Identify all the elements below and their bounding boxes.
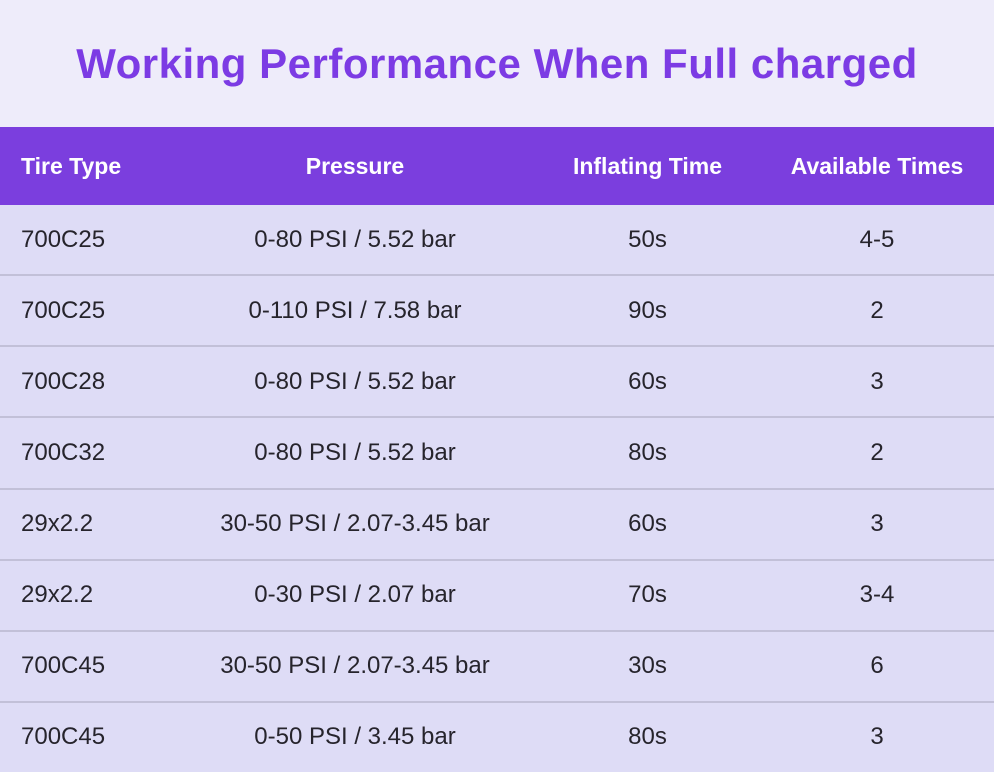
cell-inflating-time: 80s [628, 438, 667, 466]
title-bar: Working Performance When Full charged [0, 0, 994, 127]
page-title: Working Performance When Full charged [76, 39, 918, 87]
cell-pressure: 30-50 PSI / 2.07-3.45 bar [220, 652, 490, 680]
cell-available-times: 3 [870, 723, 884, 751]
cell-tire-type: 29x2.2 [21, 581, 94, 609]
cell-inflating-time: 60s [628, 367, 667, 395]
table-row: 700C28 0-80 PSI / 5.52 bar 60s 3 [0, 345, 994, 416]
cell-inflating-time: 60s [628, 510, 667, 538]
cell-tire-type: 29x2.2 [21, 510, 94, 538]
cell-inflating-time: 80s [628, 723, 667, 751]
cell-available-times: 4-5 [859, 225, 895, 253]
cell-available-times: 3-4 [859, 581, 895, 609]
cell-pressure: 0-80 PSI / 5.52 bar [254, 367, 456, 395]
cell-available-times: 2 [870, 296, 884, 324]
cell-tire-type: 700C45 [21, 723, 106, 751]
cell-inflating-time: 50s [628, 225, 667, 253]
cell-available-times: 2 [870, 438, 884, 466]
column-header-available-times: Available Times [790, 152, 964, 179]
table-row: 29x2.2 30-50 PSI / 2.07-3.45 bar 60s 3 [0, 487, 994, 559]
column-header-pressure: Pressure [305, 152, 405, 179]
cell-pressure: 0-80 PSI / 5.52 bar [254, 225, 456, 253]
table-header-row: Tire Type Pressure Inflating Time Availa… [0, 127, 994, 205]
table-row: 700C25 0-110 PSI / 7.58 bar 90s 2 [0, 274, 994, 345]
cell-pressure: 0-80 PSI / 5.52 bar [254, 438, 456, 466]
cell-tire-type: 700C25 [21, 225, 106, 253]
cell-tire-type: 700C45 [21, 652, 106, 680]
table-row: 29x2.2 0-30 PSI / 2.07 bar 70s 3-4 [0, 558, 994, 630]
table-row: 700C45 0-50 PSI / 3.45 bar 80s 3 [0, 700, 994, 772]
cell-pressure: 30-50 PSI / 2.07-3.45 bar [220, 510, 490, 538]
performance-table: Tire Type Pressure Inflating Time Availa… [0, 127, 994, 772]
column-header-inflating-time: Inflating Time [572, 152, 723, 179]
cell-inflating-time: 90s [628, 296, 667, 324]
cell-available-times: 3 [870, 510, 884, 538]
cell-pressure: 0-30 PSI / 2.07 bar [254, 581, 456, 609]
cell-available-times: 3 [870, 367, 884, 395]
table-body: 700C25 0-80 PSI / 5.52 bar 50s 4-5 700C25 0-1… [0, 205, 994, 772]
cell-inflating-time: 30s [628, 652, 667, 680]
cell-available-times: 6 [870, 652, 884, 680]
table-row: 700C32 0-80 PSI / 5.52 bar 80s 2 [0, 416, 994, 487]
column-header-tire-type: Tire Type [21, 152, 122, 179]
cell-inflating-time: 70s [628, 581, 667, 609]
cell-pressure: 0-110 PSI / 7.58 bar [248, 296, 462, 324]
cell-tire-type: 700C28 [21, 367, 106, 395]
cell-tire-type: 700C32 [21, 438, 106, 466]
cell-tire-type: 700C25 [21, 296, 106, 324]
table-row: 700C25 0-80 PSI / 5.52 bar 50s 4-5 [0, 205, 994, 274]
table-row: 700C45 30-50 PSI / 2.07-3.45 bar 30s 6 [0, 629, 994, 701]
cell-pressure: 0-50 PSI / 3.45 bar [254, 723, 456, 751]
